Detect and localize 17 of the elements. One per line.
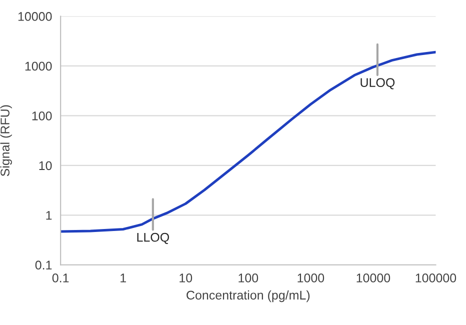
x-tick-label: 10 (180, 274, 192, 282)
x-tick-label: 100 (238, 274, 258, 282)
x-axis-title: Concentration (pg/mL) (186, 290, 310, 302)
x-tick-label: 1000 (298, 274, 324, 282)
y-tick-label: 10000 (18, 12, 52, 21)
x-tick-label: 100000 (416, 274, 456, 282)
x-tick-label: 10000 (356, 274, 390, 282)
y-tick-label: 1 (46, 211, 52, 220)
y-tick-label: 0.1 (35, 260, 52, 270)
annotation: ULOQ (360, 78, 395, 90)
y-tick-label: 100 (32, 112, 52, 120)
annotation: LLOQ (137, 232, 170, 244)
y-tick-label: 10 (39, 161, 52, 170)
y-axis-title: Signal (RFU) (0, 105, 12, 176)
y-tick-label: 1000 (25, 62, 52, 71)
x-tick-label: 0.1 (52, 274, 69, 282)
x-tick-label: 1 (120, 274, 126, 282)
